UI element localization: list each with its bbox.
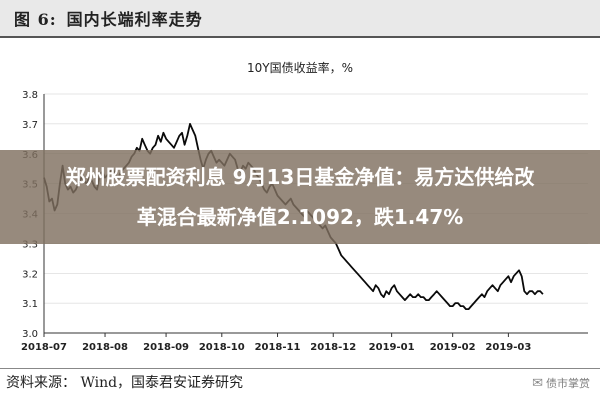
x-tick-label: 2018-08: [82, 342, 128, 353]
headline-overlay[interactable]: 郑州股票配资利息 9月13日基金净值：易方达供给改 革混合最新净值2.1092，…: [0, 150, 600, 244]
y-tick-label: 3.2: [22, 269, 38, 280]
watermark: ✉ 债市掌赏: [532, 375, 590, 391]
y-tick-label: 3.7: [22, 120, 38, 131]
header-divider: [0, 36, 600, 38]
watermark-text: 债市掌赏: [546, 377, 590, 390]
x-tick-label: 2019-02: [430, 342, 476, 353]
headline-line-2: 革混合最新净值2.1092，跌1.47%: [136, 205, 464, 229]
figure-title: 国内长端利率走势: [66, 10, 203, 29]
figure-header: 图 6: 国内长端利率走势: [0, 0, 600, 36]
x-tick-label: 2018-12: [310, 342, 356, 353]
y-tick-label: 3.1: [22, 299, 38, 310]
footer-divider: [0, 368, 600, 369]
headline-line-1: 郑州股票配资利息 9月13日基金净值：易方达供给改: [65, 165, 535, 189]
y-tick-label: 3.8: [22, 90, 38, 101]
x-tick-label: 2018-09: [143, 342, 189, 353]
source-note: 资料来源： Wind，国泰君安证券研究: [6, 375, 244, 391]
y-tick-label: 3.3: [22, 239, 38, 250]
figure-label: 图 6:: [14, 10, 57, 29]
x-tick-label: 2019-01: [369, 342, 415, 353]
chart-title: 10Y国债收益率，%: [247, 60, 353, 75]
x-tick-label: 2018-10: [199, 342, 245, 353]
wechat-icon: ✉: [532, 375, 543, 391]
x-tick-label: 2018-11: [255, 342, 301, 353]
x-axis: 2018-07 2018-08 2018-09 2018-10 2018-11 2018-…: [21, 332, 588, 353]
x-tick-label: 2019-03: [485, 342, 531, 353]
x-tick-label: 2018-07: [21, 342, 67, 353]
y-tick-label: 3.0: [22, 329, 38, 340]
